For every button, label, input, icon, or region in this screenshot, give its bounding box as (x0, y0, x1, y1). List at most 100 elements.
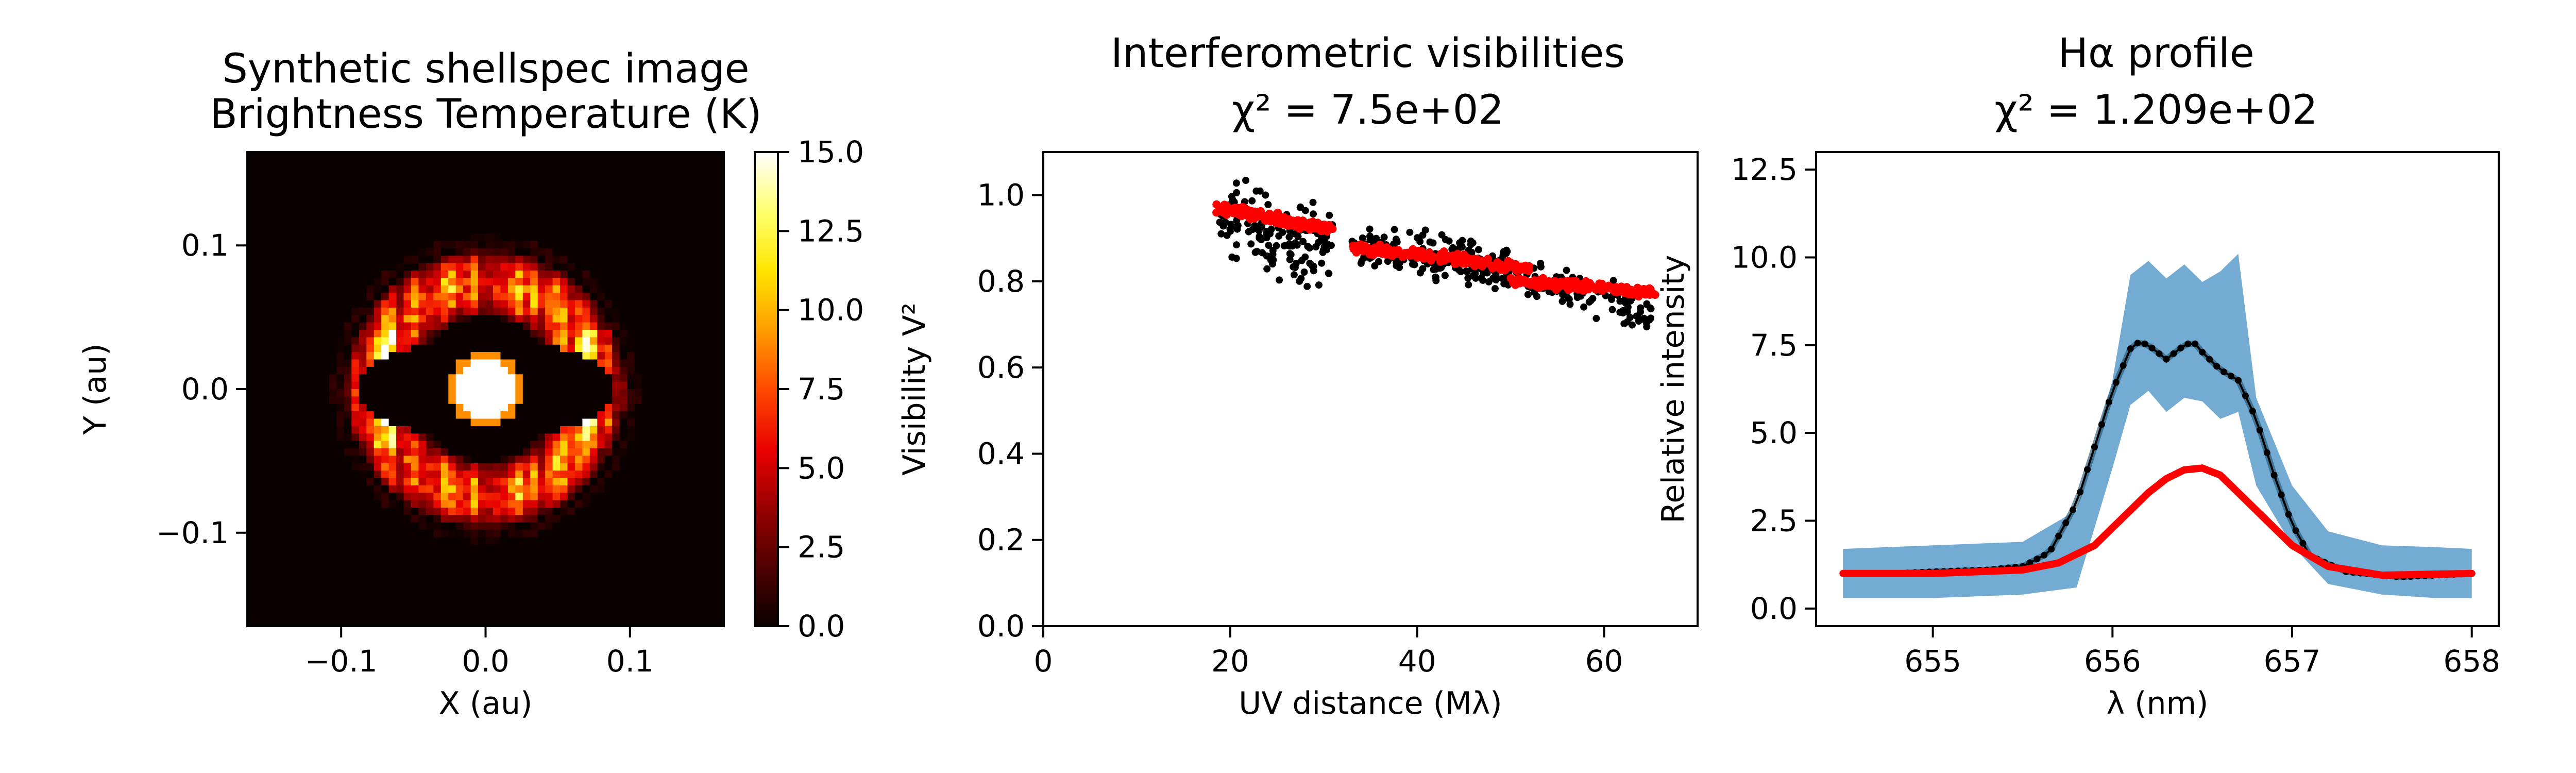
heatmap-cell (485, 256, 494, 264)
heatmap-cell (284, 522, 293, 530)
heatmap-cell (307, 522, 315, 530)
heatmap-cell (314, 448, 323, 456)
heatmap-cell (582, 248, 590, 256)
heatmap-cell (381, 522, 389, 530)
visibility-point-observed (1262, 191, 1269, 199)
heatmap-cell (537, 337, 546, 345)
heatmap-cell (694, 433, 702, 442)
heatmap-cell (255, 352, 263, 360)
heatmap-cell (478, 508, 486, 515)
heatmap-cell (470, 389, 479, 397)
heatmap-cell (560, 581, 568, 590)
heatmap-cell (619, 322, 628, 330)
heatmap-cell (642, 152, 650, 160)
heatmap-cell (381, 603, 389, 612)
heatmap-cell (574, 204, 583, 212)
heatmap-cell (403, 470, 412, 479)
heatmap-cell (530, 522, 538, 530)
heatmap-cell (440, 596, 449, 604)
heatmap-cell (455, 589, 464, 597)
heatmap-cell (321, 174, 330, 182)
heatmap-cell (440, 515, 449, 523)
heatmap-cell (314, 204, 323, 212)
heatmap-cell (701, 433, 709, 442)
y-axis-label: Y (au) (77, 343, 113, 435)
heatmap-cell (537, 315, 546, 323)
heatmap-cell (649, 530, 657, 538)
heatmap-cell (247, 300, 256, 308)
visibility-point-model (1349, 241, 1358, 250)
heatmap-cell (701, 530, 709, 538)
heatmap-cell (440, 611, 449, 619)
heatmap-cell (299, 241, 308, 249)
heatmap-cell (612, 219, 620, 227)
heatmap-cell (314, 233, 323, 242)
heatmap-cell (478, 448, 486, 456)
heatmap-cell (694, 567, 702, 575)
heatmap-cell (292, 567, 300, 575)
heatmap-cell (537, 589, 546, 597)
heatmap-cell (507, 366, 516, 375)
heatmap-cell (463, 248, 471, 256)
heatmap-cell (686, 300, 694, 308)
heatmap-cell (493, 559, 501, 567)
heatmap-cell (321, 219, 330, 227)
heatmap-cell (381, 248, 389, 256)
heatmap-cell (671, 248, 680, 256)
visibility-point-observed (1491, 285, 1499, 293)
heatmap-cell (284, 618, 293, 626)
heatmap-cell (396, 159, 404, 167)
heatmap-cell (507, 552, 516, 560)
heatmap-cell (574, 300, 583, 308)
heatmap-cell (336, 315, 345, 323)
heatmap-cell (396, 263, 404, 271)
heatmap-cell (336, 152, 345, 160)
heatmap-cell (627, 337, 635, 345)
heatmap-cell (634, 411, 642, 419)
heatmap-cell (478, 537, 486, 545)
heatmap-cell (314, 241, 323, 249)
heatmap-cell (388, 537, 397, 545)
heatmap-cell (255, 204, 263, 212)
colorbar-tick-label: 0.0 (798, 609, 845, 644)
heatmap-cell (612, 233, 620, 242)
heatmap-cell (507, 433, 516, 442)
heatmap-cell (627, 330, 635, 338)
heatmap-cell (604, 418, 613, 427)
heatmap-cell (694, 219, 702, 227)
heatmap-cell (307, 596, 315, 604)
heatmap-cell (307, 381, 315, 390)
heatmap-cell (522, 233, 531, 242)
heatmap-cell (552, 478, 561, 486)
heatmap-cell (359, 404, 367, 412)
heatmap-cell (292, 248, 300, 256)
heatmap-cell (344, 544, 352, 552)
heatmap-cell (329, 411, 337, 419)
heatmap-cell (396, 374, 404, 382)
visibility-point-observed (1413, 234, 1421, 242)
heatmap-cell (440, 500, 449, 508)
heatmap-cell (269, 441, 278, 449)
heatmap-cell (411, 493, 419, 501)
heatmap-cell (440, 404, 449, 412)
heatmap-cell (649, 366, 657, 375)
heatmap-cell (381, 315, 389, 323)
heatmap-cell (359, 515, 367, 523)
heatmap-cell (455, 152, 464, 160)
heatmap-cell (686, 307, 694, 315)
heatmap-cell (440, 263, 449, 271)
heatmap-cell (485, 271, 494, 278)
heatmap-cell (470, 256, 479, 264)
heatmap-cell (366, 300, 375, 308)
heatmap-cell (255, 359, 263, 367)
heatmap-cell (262, 256, 270, 264)
heatmap-cell (604, 271, 613, 278)
heatmap-cell (679, 352, 687, 360)
heatmap-cell (664, 603, 672, 612)
heatmap-cell (321, 574, 330, 582)
heatmap-cell (716, 515, 724, 523)
heatmap-cell (307, 330, 315, 338)
heatmap-cell (470, 196, 479, 205)
visibility-point-observed (1303, 282, 1311, 290)
heatmap-cell (418, 166, 427, 175)
